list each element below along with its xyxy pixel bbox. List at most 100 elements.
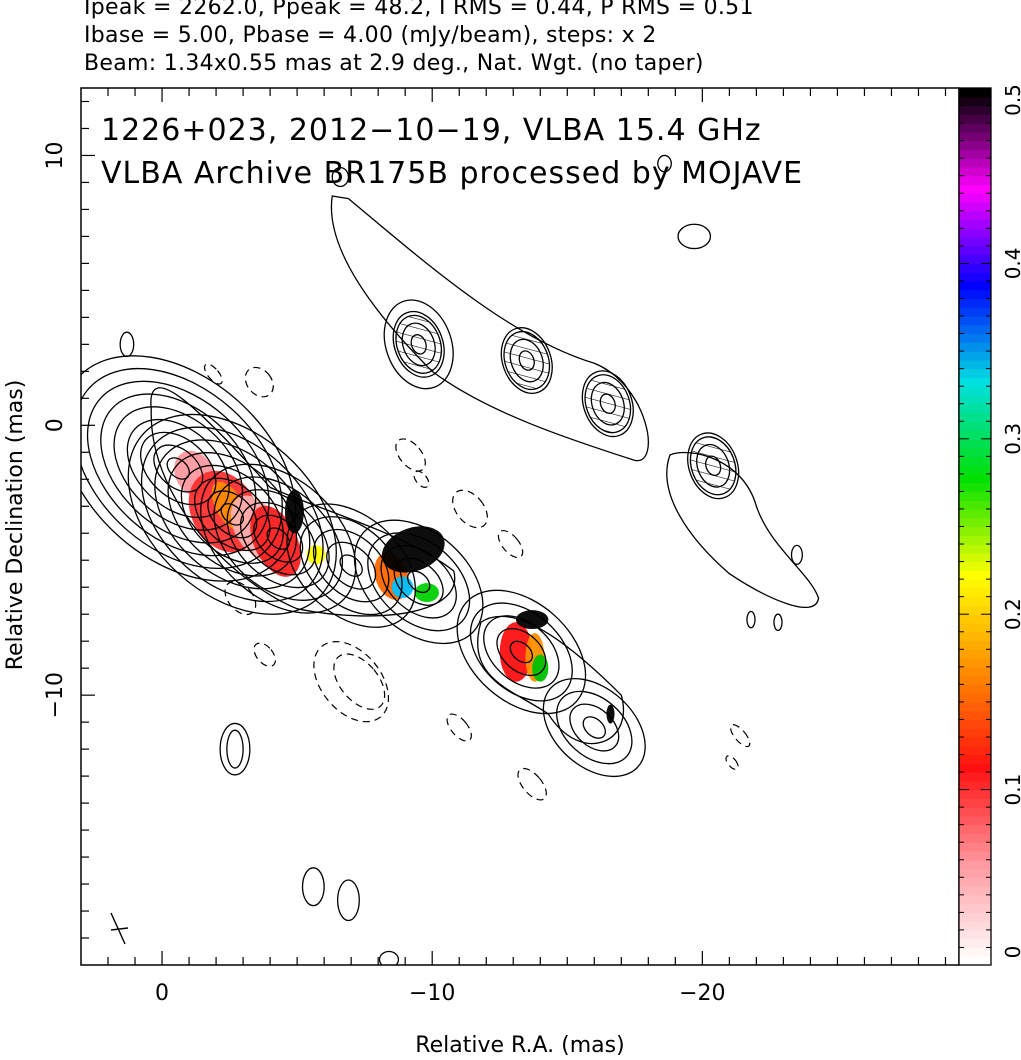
contour-ring	[353, 519, 484, 645]
colorbar-swatch	[959, 807, 991, 817]
contour-islet	[219, 722, 251, 776]
colorbar-swatch	[959, 359, 991, 370]
colorbar-swatch	[959, 833, 991, 843]
colorbar-swatch	[959, 237, 991, 247]
colorbar-swatch	[959, 263, 991, 273]
colorbar-swatch	[959, 587, 991, 598]
colorbar-swatch	[959, 684, 991, 694]
colorbar-swatch	[959, 675, 991, 685]
negative-contour	[253, 642, 276, 667]
pol-fill-patch	[515, 610, 549, 630]
colorbar-swatch	[959, 245, 991, 256]
contour-islet	[746, 610, 756, 629]
axis-ticks: 0 −10 −20 10 0 −10	[43, 88, 947, 1006]
colorbar-swatch	[959, 377, 991, 387]
colorbar-swatch	[959, 324, 991, 335]
colorbar-swatch	[959, 175, 991, 186]
negative-contour	[395, 438, 426, 472]
colorbar: 0 0.1 0.2 0.3 0.4 0.5	[958, 84, 1021, 966]
colorbar-swatch	[959, 210, 991, 221]
x-tick-label: −20	[679, 981, 725, 1006]
colorbar-swatch	[959, 552, 991, 563]
colorbar-swatch	[959, 298, 991, 308]
colorbar-swatch	[959, 456, 991, 466]
colorbar-swatch	[959, 850, 991, 861]
colorbar-tick-label: 0.1	[1001, 774, 1021, 806]
colorbar-tick-label: 0.2	[1001, 598, 1021, 630]
colorbar-swatch	[959, 649, 991, 659]
southern-envelope	[477, 615, 624, 745]
colorbar-swatch	[959, 798, 991, 808]
contour-ring	[569, 703, 620, 752]
negative-contour	[203, 363, 223, 385]
negative-contour	[729, 724, 751, 748]
colorbar-swatch	[959, 701, 991, 712]
contour-ring	[581, 370, 634, 438]
colorbar-swatch	[959, 938, 991, 949]
colorbar-swatch	[959, 693, 991, 703]
contour-ring	[239, 501, 317, 576]
colorbar-swatch	[959, 894, 991, 905]
colorbar-swatch	[959, 886, 991, 896]
contour-ring	[483, 615, 560, 689]
contour-ring	[180, 464, 284, 564]
colorbar-swatch	[959, 500, 991, 510]
contour-ring	[81, 355, 297, 582]
colorbar-swatch	[959, 745, 991, 756]
contour-islet	[336, 879, 360, 922]
colorbar-swatch	[959, 166, 991, 177]
colorbar-swatch	[959, 333, 991, 343]
colorbar-swatch	[959, 763, 991, 773]
colorbar-swatch	[959, 789, 991, 799]
colorbar-swatch	[959, 219, 991, 229]
colorbar-swatch	[959, 473, 991, 484]
colorbar-swatch	[959, 561, 991, 571]
colorbar-tick-label: 0.3	[1001, 423, 1021, 455]
colorbar-tick-label: 0.5	[1001, 84, 1021, 116]
colorbar-swatch	[959, 772, 991, 782]
colorbar-swatch	[959, 631, 991, 642]
contour-islet	[301, 867, 325, 907]
jet-envelope	[150, 387, 456, 617]
colorbar-swatch	[959, 570, 991, 580]
colorbar-swatch	[959, 158, 991, 168]
pol-hatch	[503, 331, 551, 391]
colorbar-swatch	[959, 131, 991, 142]
header-line-1: Ipeak = 2262.0, Ppeak = 48.2, I RMS = 0.…	[84, 0, 754, 20]
colorbar-swatch	[959, 903, 991, 913]
colorbar-swatch	[959, 307, 991, 317]
contour-islet	[677, 223, 712, 250]
contour-islet	[331, 166, 350, 188]
colorbar-swatch	[959, 184, 991, 194]
colorbar-swatch	[959, 605, 991, 615]
colorbar-swatch	[959, 815, 991, 826]
contour-islet	[773, 613, 783, 632]
contour-ring	[392, 310, 445, 378]
colorbar-swatch	[959, 351, 991, 361]
colorbar-swatch	[959, 96, 991, 107]
y-tick-label: 0	[43, 418, 68, 432]
colorbar-swatch	[959, 114, 991, 124]
contour-ring	[127, 413, 337, 615]
colorbar-swatch	[959, 666, 991, 677]
negative-contour	[725, 755, 739, 770]
beam-minor-axis	[110, 927, 129, 931]
colorbar-swatch	[959, 403, 991, 414]
colorbar-swatch	[959, 736, 991, 747]
colorbar-swatch	[959, 342, 991, 352]
colorbar-swatch	[959, 719, 991, 729]
colorbar-swatch	[959, 105, 991, 115]
colorbar-swatch	[959, 535, 991, 545]
colorbar-swatch	[959, 517, 991, 528]
colorbar-swatch	[959, 272, 991, 282]
colorbar-swatch	[959, 254, 991, 264]
colorbar-swatch	[959, 544, 991, 554]
colorbar-swatch	[959, 465, 991, 475]
contour-ring	[406, 570, 431, 594]
contour-ring	[469, 602, 573, 702]
colorbar-swatch	[959, 956, 991, 966]
contour-ring	[81, 367, 283, 570]
y-tick-label: 10	[43, 141, 68, 169]
colorbar-swatch	[959, 640, 991, 650]
